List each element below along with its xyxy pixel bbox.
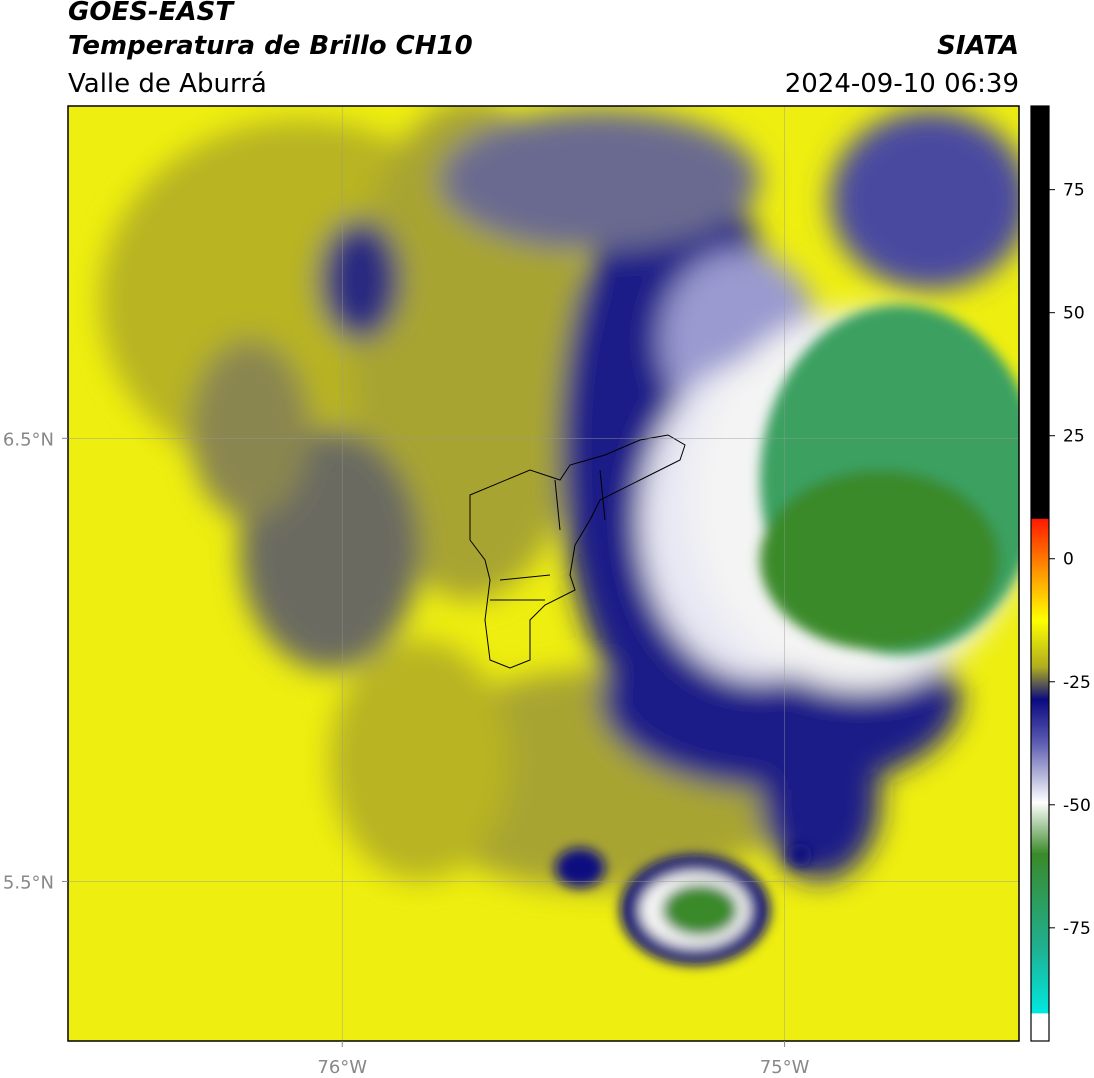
colorbar-label: -75	[1063, 919, 1091, 939]
x-tick-label: 76°W	[317, 1057, 367, 1078]
colorbar	[1030, 105, 1050, 1042]
x-tick-label: 75°W	[760, 1057, 810, 1078]
satellite-image	[68, 106, 1019, 1041]
colorbar-label: 75	[1063, 181, 1085, 201]
subtitle: Temperatura de Brillo CH10	[68, 31, 473, 61]
colorbar-label: 50	[1063, 304, 1085, 324]
colorbar-label: -25	[1063, 673, 1091, 693]
datetime: 2024-09-10 06:39	[785, 69, 1019, 99]
colorbar-label: 0	[1063, 550, 1074, 570]
region: Valle de Aburrá	[68, 69, 267, 99]
title: GOES-EAST	[68, 0, 235, 27]
colorbar-label: -50	[1063, 796, 1091, 816]
y-tick-label: 6.5°N	[3, 429, 54, 450]
map-frame	[67, 105, 1020, 1042]
y-tick-label: 5.5°N	[3, 872, 54, 893]
colorbar-label: 25	[1063, 427, 1085, 447]
source: SIATA	[937, 31, 1019, 61]
